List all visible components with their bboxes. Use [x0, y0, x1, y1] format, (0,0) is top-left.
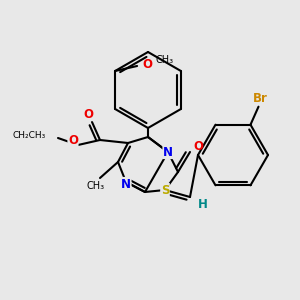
Text: O: O: [68, 134, 78, 146]
Text: N: N: [163, 146, 173, 158]
Text: S: S: [161, 184, 169, 196]
Text: O: O: [193, 140, 203, 154]
Text: CH₃: CH₃: [87, 181, 105, 191]
Text: N: N: [121, 178, 131, 190]
Text: Br: Br: [253, 92, 268, 105]
Text: CH₂CH₃: CH₂CH₃: [13, 130, 46, 140]
Text: H: H: [198, 197, 208, 211]
Text: O: O: [83, 107, 93, 121]
Text: O: O: [142, 58, 152, 70]
Text: CH₃: CH₃: [155, 55, 173, 65]
